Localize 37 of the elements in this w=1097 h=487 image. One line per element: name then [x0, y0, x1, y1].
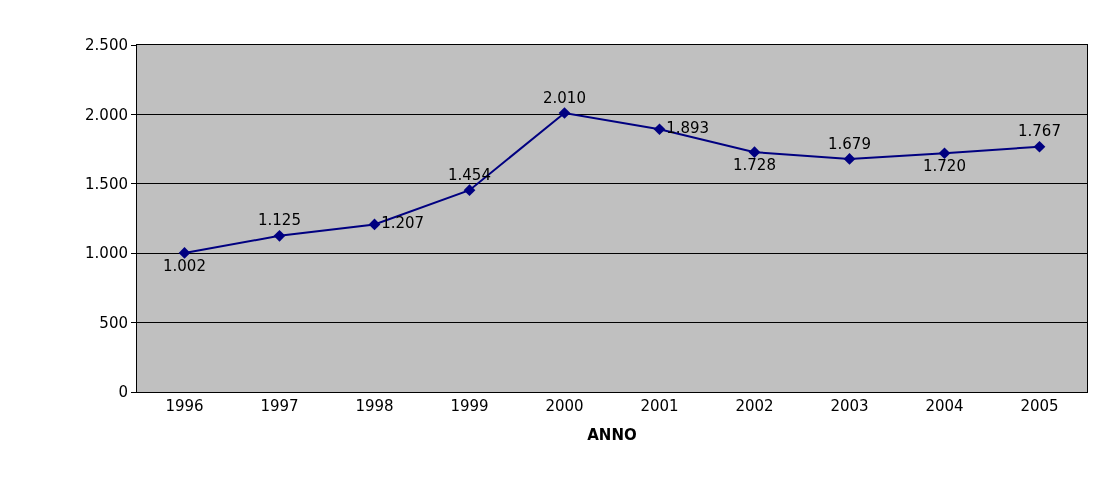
- y-tick-label: 2.000: [85, 105, 128, 124]
- data-label: 1.207: [381, 214, 425, 233]
- data-label: 1.125: [258, 211, 301, 230]
- data-label: 1.002: [163, 256, 206, 275]
- point: [273, 230, 286, 242]
- point: [843, 153, 856, 165]
- point: [748, 146, 761, 158]
- x-tick-label: 1996: [165, 397, 204, 415]
- x-tick-label: 1998: [355, 397, 394, 415]
- point: [463, 184, 476, 197]
- y-tick-label: 2.500: [85, 36, 128, 55]
- x-tick-label: 1999: [450, 397, 489, 415]
- x-tick-label: 1997: [260, 397, 299, 415]
- point: [178, 247, 191, 259]
- y-tick-label: 500: [99, 313, 128, 332]
- data-label: 1.679: [828, 134, 871, 153]
- point: [368, 218, 381, 231]
- x-tick-label: 2003: [830, 397, 869, 415]
- point: [558, 107, 571, 119]
- x-tick-label: 2002: [735, 397, 774, 415]
- data-label: 1.767: [1018, 122, 1061, 141]
- data-label: 1.728: [733, 156, 776, 175]
- point: [1033, 140, 1046, 153]
- data-label: 2.010: [543, 88, 586, 107]
- x-tick-label: 2001: [640, 397, 679, 415]
- x-tick-label: 2005: [1020, 397, 1059, 415]
- y-tick-label: 1.000: [85, 244, 128, 263]
- point: [653, 123, 666, 136]
- data-label: 1.454: [448, 165, 491, 184]
- data-label: 1.720: [923, 157, 966, 176]
- x-tick-label: 2004: [925, 397, 964, 415]
- point: [938, 147, 951, 160]
- data-label: 1.893: [666, 119, 710, 137]
- x-axis-title: ANNO: [587, 426, 637, 444]
- y-tick-label: 0: [118, 383, 128, 402]
- y-tick-label: 1.500: [85, 175, 128, 194]
- x-tick-label: 2000: [545, 397, 584, 415]
